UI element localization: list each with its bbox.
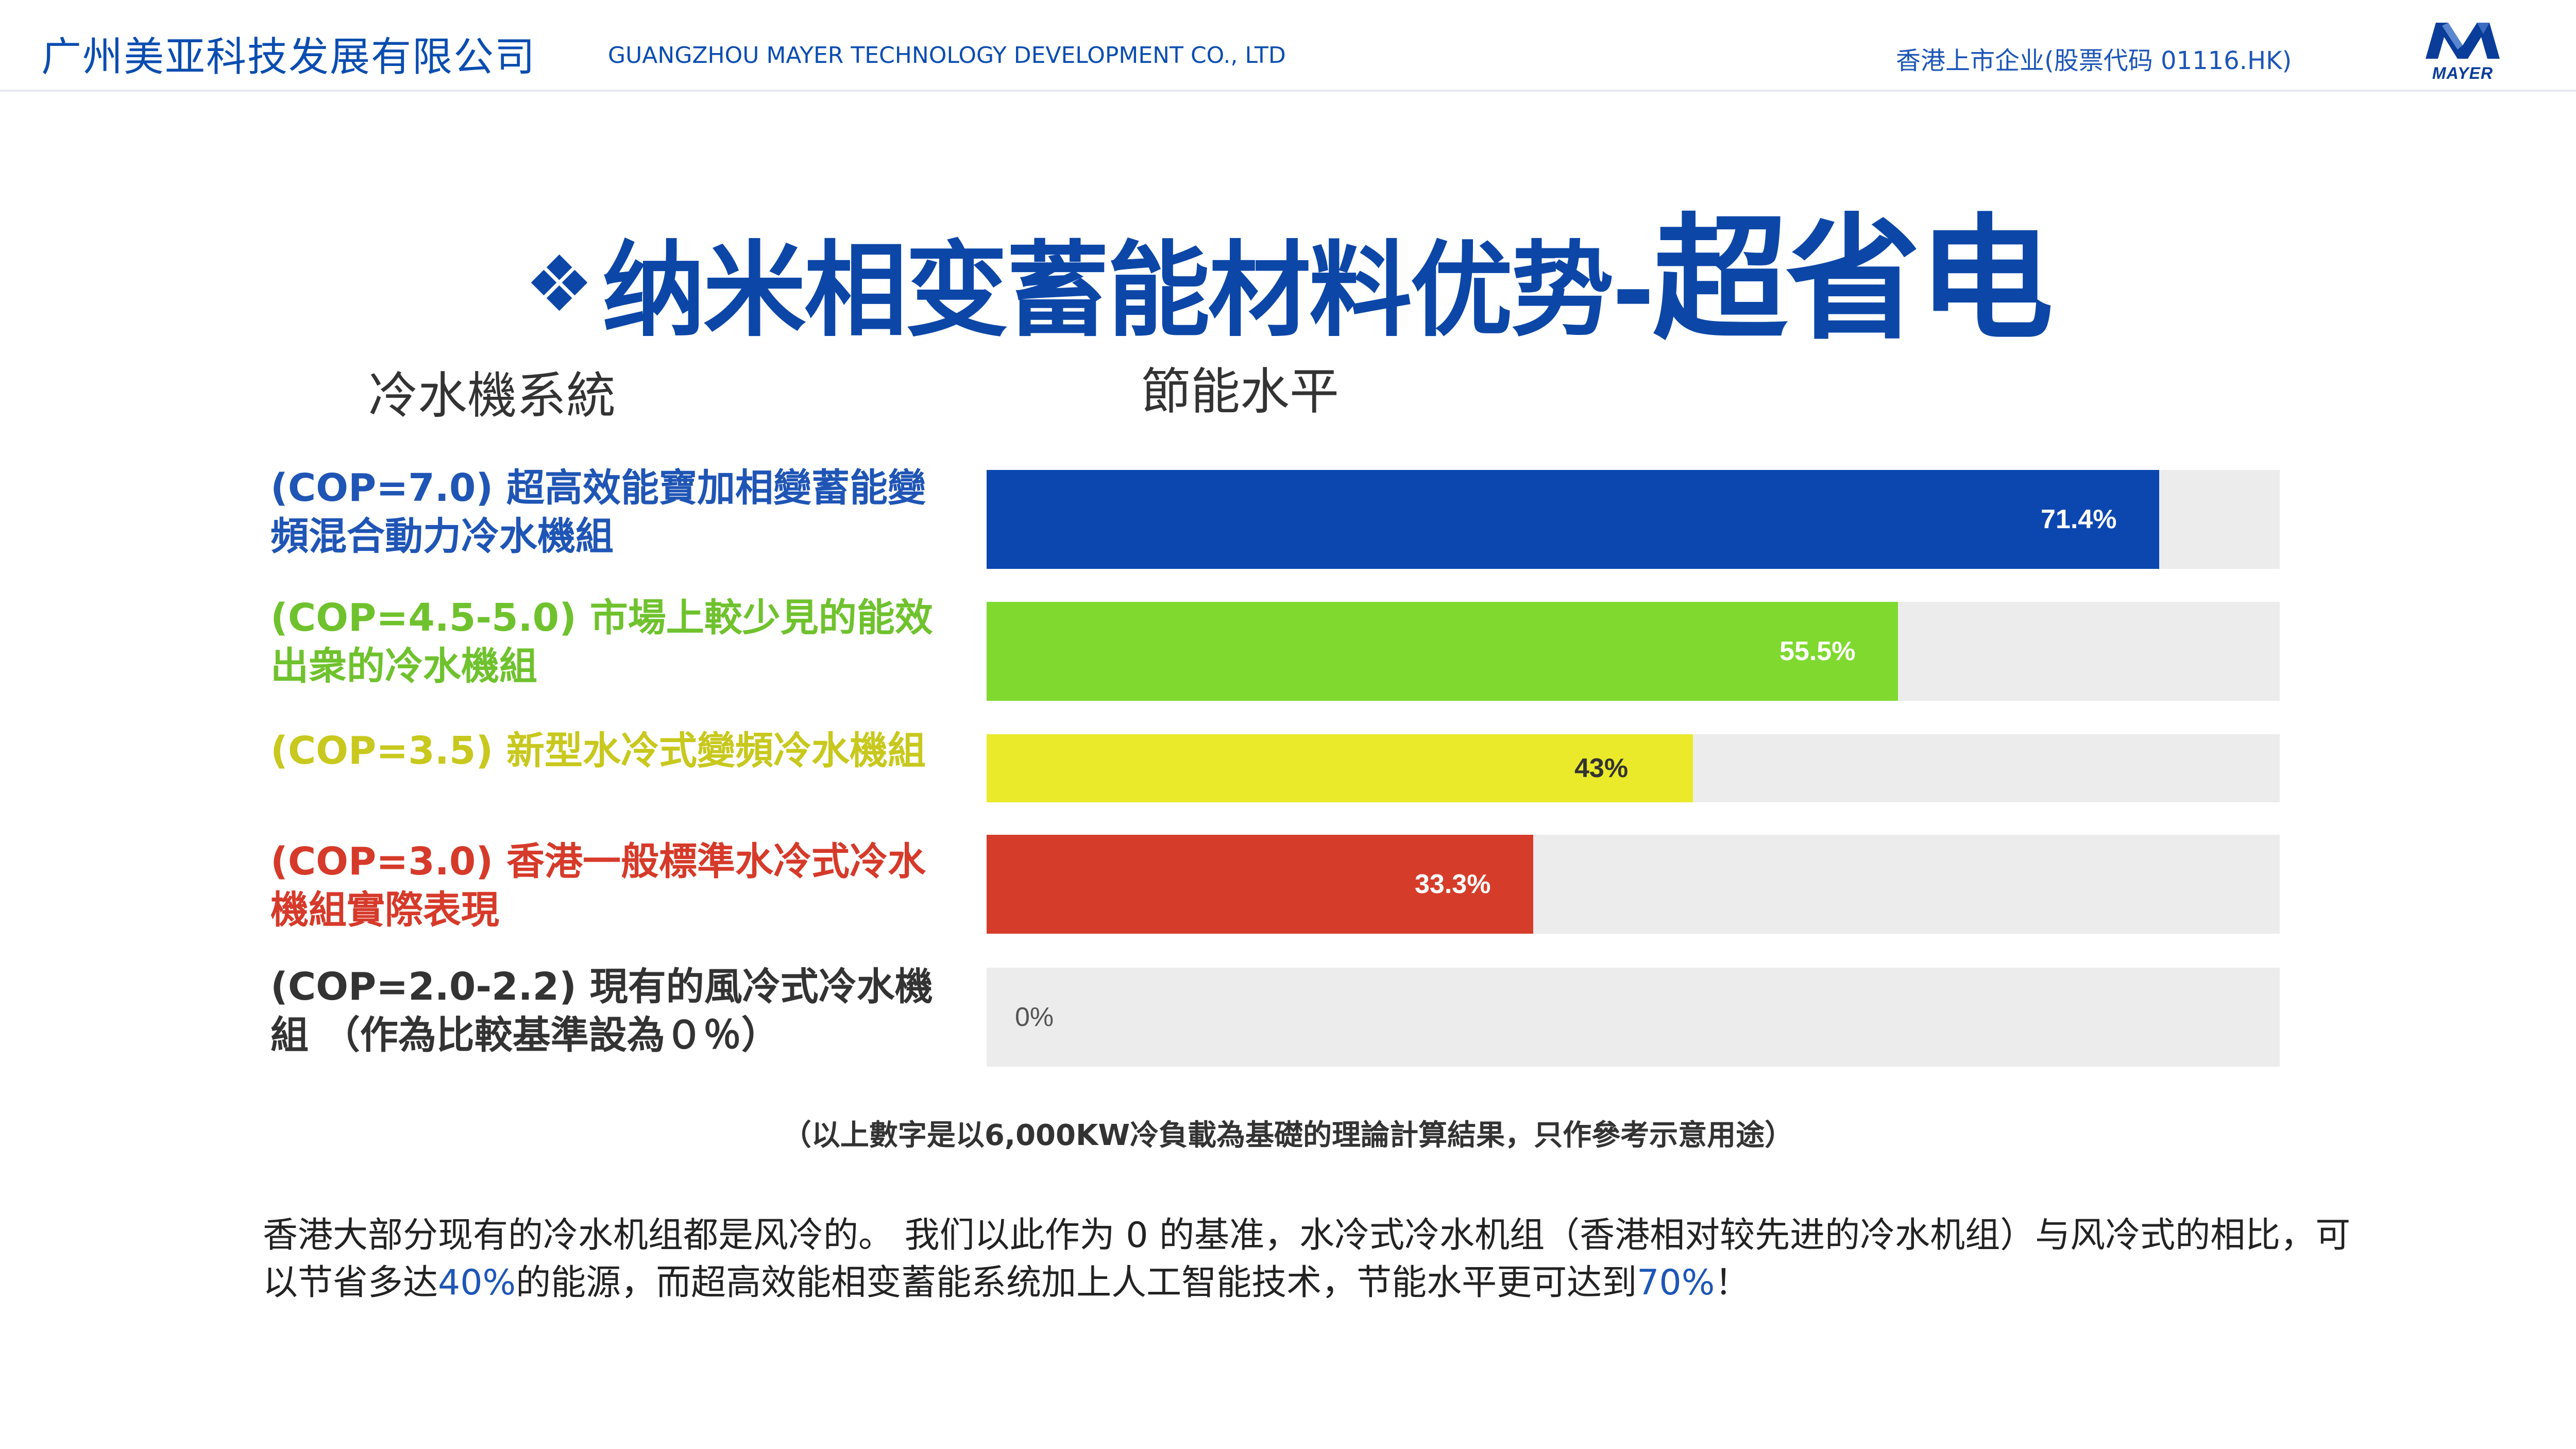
bar-track: 71.4% (987, 470, 2280, 569)
category-label: (COP=3.5) 新型水冷式變頻冷水機組 (270, 729, 926, 773)
logo-text: MAYER (2432, 64, 2494, 82)
title-main: 纳米相变蓄能材料优势- (602, 231, 1655, 351)
bar-track: 55.5% (987, 602, 2280, 701)
diamond-bullet-icon: ❖ (524, 240, 594, 329)
bar (987, 734, 1693, 802)
category-header: 冷水機系統 (368, 367, 616, 425)
value-header: 節能水平 (1141, 363, 1339, 420)
bar (987, 835, 1533, 934)
bar (987, 602, 1898, 701)
description-highlight-70: 70% (1637, 1262, 1715, 1303)
page-title: ❖ 纳米相变蓄能材料优势-超省电 (0, 170, 2576, 365)
description-part2: 的能源，而超高效能相变蓄能系统加上人工智能技术，节能水平更可达到 (516, 1262, 1637, 1303)
listing-info: 香港上市企业(股票代码 01116.HK) (1896, 46, 2292, 75)
description-highlight-40: 40% (438, 1262, 516, 1303)
mayer-logo: MAYER (2416, 19, 2509, 82)
bar-value-label: 55.5% (1780, 636, 1856, 666)
bar (987, 470, 2159, 569)
company-name-cn: 广州美亚科技发展有限公司 (41, 34, 536, 80)
category-label: (COP=2.0-2.2) 現有的風冷式冷水機組 （作為比較基準設為０％） (270, 965, 933, 1057)
page-header: 广州美亚科技发展有限公司 GUANGZHOU MAYER TECHNOLOGY … (0, 0, 2576, 92)
bar-value-label: 43% (1574, 753, 1629, 783)
bar-track: 33.3% (987, 835, 2280, 934)
description-paragraph: 香港大部分现有的冷水机组都是风冷的。 我们以此作为 0 的基准，水冷式冷水机组（… (263, 1212, 2375, 1307)
chart-note: （以上數字是以6,000KW冷負載為基礎的理論計算結果，只作參考示意用途） (782, 1119, 1794, 1152)
category-label: (COP=4.5-5.0) 市場上較少見的能效出衆的冷水機組 (270, 596, 933, 688)
description-part1: 香港大部分现有的冷水机组都是风冷的。 我们以此作为 0 的基准，水冷式冷水机组（… (263, 1215, 2351, 1303)
bar-track: 0% (987, 968, 2280, 1067)
category-label: (COP=3.0) 香港一般標準水冷式冷水機組實際表現 (270, 839, 926, 932)
company-name-en: GUANGZHOU MAYER TECHNOLOGY DEVELOPMENT C… (608, 42, 1286, 69)
description-part3: ！ (1715, 1262, 1750, 1303)
mayer-logo-icon (2426, 23, 2500, 59)
category-label: (COP=7.0) 超高效能寶加相變蓄能變頻混合動力冷水機組 (270, 466, 926, 559)
bar-value-label: 0% (1015, 1002, 1054, 1032)
bar-value-label: 33.3% (1415, 869, 1491, 899)
title-emphasis: 超省电 (1652, 201, 2054, 358)
bar-value-label: 71.4% (2041, 504, 2117, 534)
bar-track: 43% (987, 734, 2280, 802)
